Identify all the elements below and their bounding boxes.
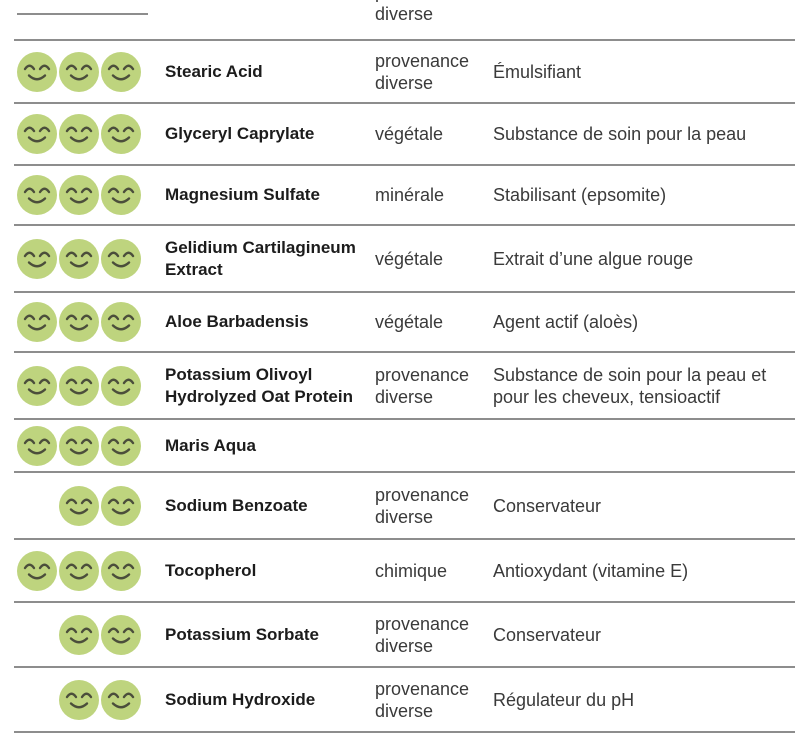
ingredient-row[interactable]: Tocopherol chimique Antioxydant (vitamin… bbox=[14, 540, 795, 603]
ingredient-row[interactable]: Magnesium Sulfate minérale Stabilisant (… bbox=[14, 166, 795, 226]
rating-smileys bbox=[17, 614, 141, 655]
smiley-face-icon bbox=[17, 365, 57, 406]
smiley-face-icon bbox=[101, 114, 141, 154]
ingredient-function: Régulateur du pH bbox=[493, 689, 635, 710]
ingredient-origin: végétale bbox=[375, 124, 444, 144]
smiley-face-icon bbox=[101, 425, 141, 466]
smiley-face-icon bbox=[17, 51, 57, 92]
smiley-face-icon bbox=[17, 175, 57, 215]
ingredient-origin: provenance diverse bbox=[375, 484, 470, 527]
ingredient-origin: provenance diverse bbox=[375, 678, 470, 721]
smiley-face-icon bbox=[101, 679, 141, 720]
smiley-face-icon bbox=[17, 302, 57, 342]
smiley-face-icon bbox=[59, 550, 99, 591]
rating-smileys bbox=[17, 175, 141, 215]
ingredient-name: Magnesium Sulfate bbox=[165, 185, 320, 204]
smiley-face-icon bbox=[59, 679, 99, 720]
ingredient-row[interactable]: Sodium Benzoate provenance diverse Conse… bbox=[14, 473, 795, 540]
ingredient-function: Substance de soin pour la peau bbox=[493, 124, 747, 144]
ingredient-row-truncated[interactable]: provenance diverse bbox=[14, 0, 795, 41]
smiley-face-icon bbox=[101, 365, 141, 406]
smiley-face-icon bbox=[59, 614, 99, 655]
ingredient-function: Agent actif (aloès) bbox=[493, 312, 639, 332]
ingredient-row[interactable]: Aloe Barbadensis végétale Agent actif (a… bbox=[14, 293, 795, 353]
smiley-face-icon bbox=[101, 51, 141, 92]
smiley-face-icon bbox=[59, 114, 99, 154]
ingredient-name: Sodium Hydroxide bbox=[165, 689, 316, 709]
ingredient-name: Maris Aqua bbox=[165, 435, 257, 455]
ingredient-origin: végétale bbox=[375, 312, 444, 332]
smiley-face-icon bbox=[59, 51, 99, 92]
ingredient-origin: provenance diverse bbox=[375, 0, 469, 24]
ingredient-origin: provenance diverse bbox=[375, 364, 470, 407]
ingredient-name: Potassium Sorbate bbox=[165, 624, 319, 644]
ingredient-name: Stearic Acid bbox=[165, 61, 263, 81]
ingredient-origin: minérale bbox=[375, 185, 445, 205]
smiley-face-icon bbox=[17, 425, 57, 466]
smiley-face-icon bbox=[101, 614, 141, 655]
truncated-divider bbox=[17, 13, 148, 15]
ingredient-origin: végétale bbox=[375, 248, 444, 269]
ingredient-row[interactable]: Potassium Sorbate provenance diverse Con… bbox=[14, 603, 795, 668]
rating-smileys bbox=[17, 238, 141, 279]
ingredient-row[interactable]: Glyceryl Caprylate végétale Substance de… bbox=[14, 104, 795, 166]
smiley-face-icon bbox=[101, 238, 141, 279]
smiley-face-icon bbox=[101, 550, 141, 591]
ingredient-row[interactable]: Stearic Acid provenance diverse Émulsifi… bbox=[14, 41, 795, 104]
ingredient-origin: provenance diverse bbox=[375, 50, 470, 93]
smiley-face-icon bbox=[101, 302, 141, 342]
ingredient-name: Tocopherol bbox=[165, 560, 257, 580]
ingredient-name: Aloe Barbadensis bbox=[165, 312, 309, 331]
rating-smileys bbox=[17, 302, 141, 342]
ingredient-function: Conservateur bbox=[493, 624, 602, 645]
ingredient-row[interactable]: Maris Aqua bbox=[14, 420, 795, 473]
ingredient-function: Émulsifiant bbox=[493, 61, 582, 82]
smiley-face-icon bbox=[59, 302, 99, 342]
smiley-face-icon bbox=[59, 175, 99, 215]
ingredient-function: Antioxydant (vitamine E) bbox=[493, 560, 689, 581]
ingredient-name: Sodium Benzoate bbox=[165, 495, 308, 515]
ingredient-row[interactable]: Sodium Hydroxide provenance diverse Régu… bbox=[14, 668, 795, 733]
smiley-face-icon bbox=[59, 425, 99, 466]
rating-smileys bbox=[17, 550, 141, 591]
smiley-face-icon bbox=[17, 114, 57, 154]
smiley-face-icon bbox=[17, 550, 57, 591]
smiley-face-icon bbox=[101, 175, 141, 215]
smiley-face-icon bbox=[59, 485, 99, 526]
ingredient-function: Conservateur bbox=[493, 495, 602, 516]
ingredient-function: Substance de soin pour la peau et pour l… bbox=[493, 364, 767, 407]
ingredient-origin: provenance diverse bbox=[375, 613, 470, 656]
smiley-face-icon bbox=[59, 238, 99, 279]
ingredient-row[interactable]: Gelidium Cartilagineum Extract végétale … bbox=[14, 226, 795, 293]
ingredient-origin: chimique bbox=[375, 560, 448, 581]
rating-smileys bbox=[17, 679, 141, 720]
ingredient-row[interactable]: Potassium Olivoyl Hydrolyzed Oat Protein… bbox=[14, 353, 795, 420]
ingredient-function: Stabilisant (epsomite) bbox=[493, 185, 667, 205]
rating-smileys bbox=[17, 51, 141, 92]
rating-smileys bbox=[17, 365, 141, 406]
rating-smileys bbox=[17, 485, 141, 526]
ingredient-name: Potassium Olivoyl Hydrolyzed Oat Protein bbox=[165, 364, 353, 406]
rating-smileys bbox=[17, 114, 141, 154]
smiley-face-icon bbox=[59, 365, 99, 406]
ingredient-name: Glyceryl Caprylate bbox=[165, 124, 315, 143]
ingredient-function: Extrait d’une algue rouge bbox=[493, 248, 694, 269]
smiley-face-icon bbox=[17, 238, 57, 279]
ingredient-name: Gelidium Cartilagineum Extract bbox=[165, 237, 356, 279]
smiley-face-icon bbox=[101, 485, 141, 526]
rating-smileys bbox=[17, 425, 141, 466]
